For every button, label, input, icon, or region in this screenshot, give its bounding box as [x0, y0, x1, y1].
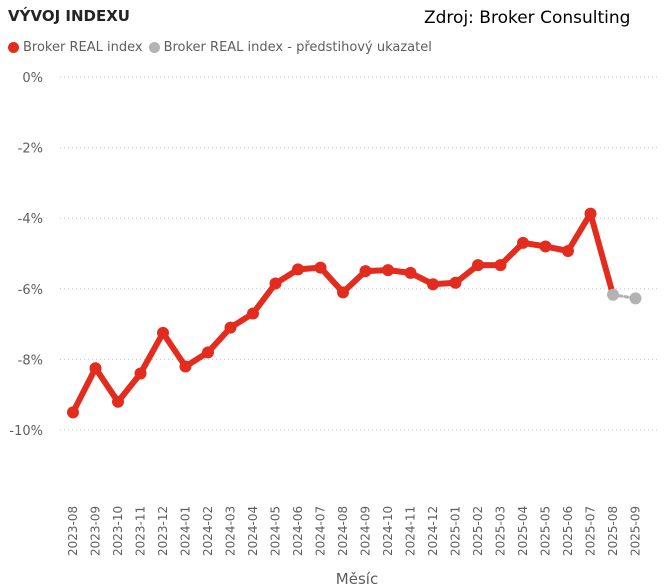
source-label: Zdroj: Broker Consulting	[424, 8, 631, 28]
x-tick-label: 2023-11	[134, 506, 148, 556]
y-tick-label: 0%	[22, 71, 43, 86]
x-tick-label: 2024-12	[426, 506, 440, 556]
data-point-forecast[interactable]	[607, 288, 619, 301]
x-tick-label: 2024-10	[381, 506, 395, 556]
x-tick-label: 2025-01	[449, 506, 463, 556]
x-tick-label: 2024-05	[269, 506, 283, 556]
data-point-main[interactable]	[67, 406, 79, 419]
x-tick-label: 2025-09	[629, 506, 643, 556]
x-tick-label: 2025-07	[584, 506, 598, 556]
data-point-main[interactable]	[337, 286, 349, 299]
x-tick-label: 2024-07	[314, 506, 328, 556]
x-tick-label: 2024-06	[291, 506, 305, 556]
y-tick-label: -8%	[18, 353, 43, 368]
data-point-main[interactable]	[247, 307, 259, 320]
data-point-main[interactable]	[427, 278, 439, 291]
x-tick-label: 2024-03	[224, 506, 238, 556]
data-point-main[interactable]	[382, 264, 394, 277]
x-tick-label: 2024-11	[404, 506, 418, 556]
data-point-main[interactable]	[584, 207, 597, 220]
x-tick-label: 2025-05	[539, 506, 553, 556]
data-point-main[interactable]	[359, 265, 372, 278]
data-point-main[interactable]	[292, 263, 304, 276]
legend-label-forecast: Broker REAL index - předstihový ukazatel	[163, 40, 432, 55]
data-point-forecast[interactable]	[629, 292, 642, 305]
data-point-main[interactable]	[112, 395, 124, 408]
data-point-main[interactable]	[494, 259, 507, 272]
gridlines	[60, 76, 660, 431]
x-tick-label: 2023-10	[111, 506, 125, 556]
x-tick-label: 2024-09	[359, 506, 373, 556]
y-tick-label: -10%	[9, 424, 43, 439]
x-axis-label: Měsíc	[336, 570, 378, 588]
data-point-main[interactable]	[449, 276, 462, 289]
legend-item-forecast[interactable]: Broker REAL index - předstihový ukazatel	[148, 40, 432, 55]
data-point-main[interactable]	[134, 367, 147, 380]
chart-title: VÝVOJ INDEXU	[8, 7, 130, 25]
x-tick-label: 2023-12	[156, 506, 170, 556]
data-point-main[interactable]	[314, 261, 327, 274]
x-tick-label: 2025-06	[561, 506, 575, 556]
x-tick-label: 2023-09	[89, 506, 103, 556]
x-tick-label: 2024-01	[179, 506, 193, 556]
data-point-main[interactable]	[269, 277, 282, 290]
data-point-main[interactable]	[539, 240, 552, 253]
legend-item-main[interactable]: Broker REAL index	[8, 40, 143, 55]
y-tick-label: -6%	[18, 283, 43, 298]
y-tick-label: -4%	[18, 212, 43, 227]
legend-marker-main	[8, 42, 19, 53]
data-point-main[interactable]	[472, 259, 484, 272]
data-point-main[interactable]	[404, 266, 417, 279]
series-line-main	[70, 210, 616, 416]
x-axis-ticks: 2023-08 2023-09 2023-10 2023-11 2023-12 2024-…	[66, 506, 643, 556]
legend: Broker REAL index Broker REAL index - př…	[8, 40, 438, 55]
data-point-main[interactable]	[89, 362, 102, 375]
y-tick-label: -2%	[18, 142, 43, 157]
data-point-main[interactable]	[517, 236, 529, 249]
data-point-main[interactable]	[202, 346, 214, 359]
x-tick-label: 2025-08	[606, 506, 620, 556]
legend-label-main: Broker REAL index	[23, 40, 143, 55]
data-point-main[interactable]	[562, 245, 574, 258]
x-tick-label: 2024-02	[201, 506, 215, 556]
x-tick-label: 2025-02	[471, 506, 485, 556]
x-tick-label: 2024-08	[336, 506, 350, 556]
legend-marker-forecast	[148, 42, 160, 53]
x-tick-label: 2023-08	[66, 506, 80, 556]
series-points	[67, 207, 642, 419]
x-tick-label: 2024-04	[246, 506, 260, 556]
data-point-main[interactable]	[157, 326, 169, 339]
x-tick-label: 2025-03	[494, 506, 508, 556]
y-axis-ticks: 0% -2% -4% -6% -8% -10%	[9, 71, 43, 439]
series-lines	[70, 210, 637, 416]
data-point-main[interactable]	[179, 360, 192, 373]
data-point-main[interactable]	[224, 321, 237, 334]
x-tick-label: 2025-04	[516, 506, 530, 556]
